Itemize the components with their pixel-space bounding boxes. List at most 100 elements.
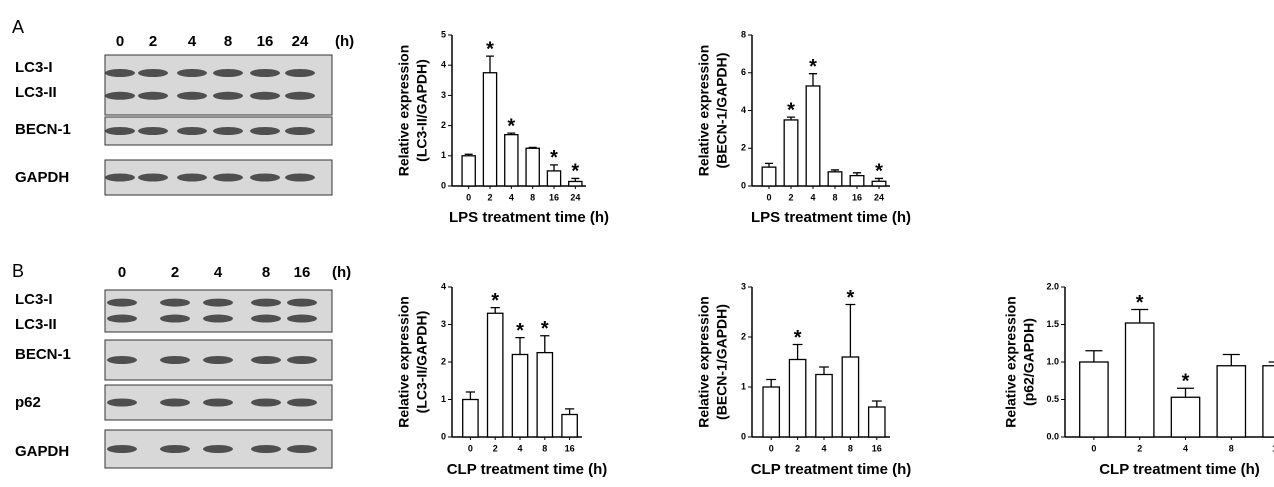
y-tick-label: 1.0 xyxy=(1046,356,1059,366)
bar xyxy=(488,313,503,437)
row-label: GAPDH xyxy=(15,169,69,186)
y-tick-label: 2 xyxy=(441,120,446,130)
blot-band xyxy=(285,92,315,100)
y-tick-label: 4 xyxy=(741,105,746,115)
significance-mark: * xyxy=(1136,292,1144,314)
lane-label: 2 xyxy=(171,264,179,281)
x-tick-label: 0 xyxy=(766,192,771,202)
blot-band xyxy=(105,127,135,135)
blot-band xyxy=(250,127,280,135)
bar xyxy=(828,172,842,186)
lane-label: 16 xyxy=(257,33,274,50)
y-axis-label: Relative expression xyxy=(396,45,412,177)
y-axis-label: (p62/GAPDH) xyxy=(1021,318,1037,406)
x-tick-label: 4 xyxy=(821,443,826,453)
y-axis-label: Relative expression xyxy=(696,296,712,428)
row-label: p62 xyxy=(15,394,41,411)
x-tick-label: 24 xyxy=(570,192,580,202)
panel-letter: A xyxy=(12,17,24,37)
blot-band xyxy=(105,174,135,182)
blot-band xyxy=(287,399,317,407)
significance-mark: * xyxy=(486,38,494,60)
y-tick-label: 0 xyxy=(441,431,446,441)
y-axis-label: Relative expression xyxy=(1003,296,1019,428)
bar xyxy=(463,400,478,438)
x-tick-label: 8 xyxy=(530,192,535,202)
blot-band xyxy=(213,69,243,77)
y-tick-label: 0 xyxy=(441,180,446,190)
y-tick-label: 4 xyxy=(441,60,446,70)
blot-band xyxy=(160,356,190,364)
row-label: GAPDH xyxy=(15,443,69,460)
x-axis-label: LPS treatment time (h) xyxy=(751,209,911,226)
y-axis-label: (BECN-1/GAPDH) xyxy=(714,304,730,420)
error-bar xyxy=(1085,351,1102,362)
y-axis-label: (LC3-II/GAPDH) xyxy=(414,59,430,162)
bar xyxy=(562,415,577,438)
error-bar xyxy=(845,305,855,358)
y-tick-label: 2 xyxy=(741,143,746,153)
significance-mark: * xyxy=(809,56,817,78)
blot-band xyxy=(251,445,281,453)
blot-band xyxy=(287,315,317,323)
lane-label: 4 xyxy=(214,264,223,281)
blot-band xyxy=(177,174,207,182)
x-tick-label: 2 xyxy=(487,192,492,202)
y-tick-label: 1 xyxy=(741,381,746,391)
blot-band xyxy=(203,315,233,323)
y-tick-label: 0.5 xyxy=(1046,394,1059,404)
x-tick-label: 8 xyxy=(832,192,837,202)
x-tick-label: 8 xyxy=(848,443,853,453)
bar xyxy=(784,120,798,186)
blot-band xyxy=(160,399,190,407)
blot-band xyxy=(177,92,207,100)
figure: A02481624(h)LC3-ILC3-IIBECN-1GAPDHB02481… xyxy=(0,0,1274,487)
row-label: LC3-II xyxy=(15,84,57,101)
significance-mark: * xyxy=(847,287,855,309)
y-tick-label: 2 xyxy=(741,331,746,341)
significance-mark: * xyxy=(541,318,549,340)
lane-label: 8 xyxy=(224,33,232,50)
bar xyxy=(869,407,885,437)
x-tick-label: 4 xyxy=(810,192,815,202)
blot-band xyxy=(285,174,315,182)
y-axis-label: (BECN-1/GAPDH) xyxy=(714,53,730,169)
y-tick-label: 6 xyxy=(741,67,746,77)
y-tick-label: 8 xyxy=(741,29,746,39)
error-bar xyxy=(872,401,882,407)
bar xyxy=(1080,362,1108,437)
blot-band xyxy=(203,445,233,453)
blot-band xyxy=(251,315,281,323)
x-tick-label: 2 xyxy=(493,443,498,453)
blot-band xyxy=(138,127,168,135)
y-tick-label: 0 xyxy=(741,431,746,441)
blot-band xyxy=(285,69,315,77)
x-tick-label: 0 xyxy=(769,443,774,453)
y-axis-label: Relative expression xyxy=(396,296,412,428)
error-bar xyxy=(565,409,574,415)
lane-label: 2 xyxy=(149,33,157,50)
blot-band xyxy=(107,445,137,453)
x-tick-label: 16 xyxy=(852,192,862,202)
blot-band xyxy=(105,69,135,77)
bar xyxy=(483,73,496,186)
bar xyxy=(1263,366,1274,437)
blot-band xyxy=(160,299,190,307)
blot-band xyxy=(287,445,317,453)
bar xyxy=(789,360,805,438)
error-bar xyxy=(1223,355,1240,366)
blot-band xyxy=(107,315,137,323)
blot-band xyxy=(213,127,243,135)
significance-mark: * xyxy=(1182,371,1190,393)
lane-unit: (h) xyxy=(332,264,351,281)
blot-band xyxy=(251,399,281,407)
error-bar xyxy=(466,392,475,400)
blot-band xyxy=(107,356,137,364)
blot-band xyxy=(203,399,233,407)
y-tick-label: 3 xyxy=(441,90,446,100)
blot-band xyxy=(251,299,281,307)
bar xyxy=(505,135,518,186)
bar xyxy=(462,156,475,186)
blot-band xyxy=(160,445,190,453)
blot-band xyxy=(107,299,137,307)
